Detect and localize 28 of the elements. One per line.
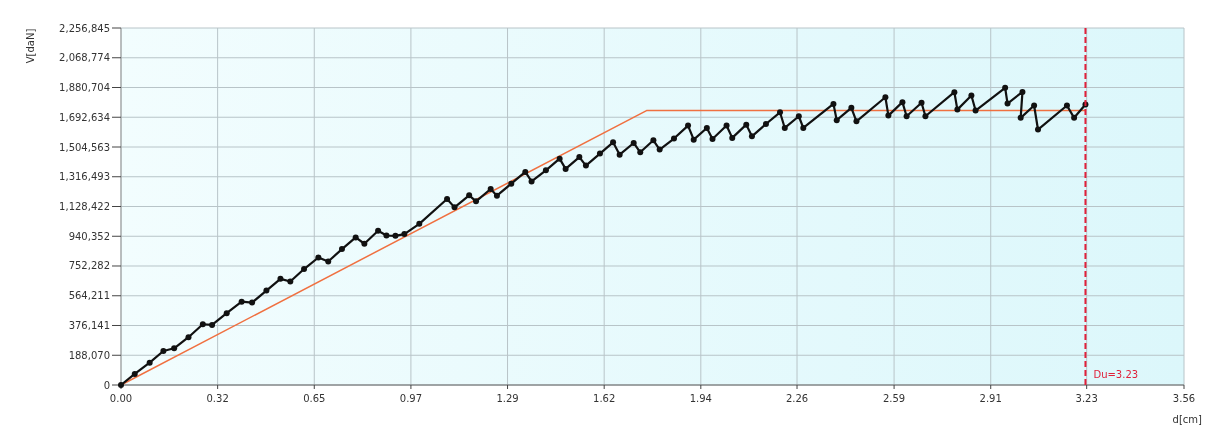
- y-tick-label: 1,128,422: [59, 201, 110, 212]
- y-tick-label: 0: [103, 379, 110, 391]
- x-tick-label: 0.32: [206, 393, 229, 404]
- y-tick-label: 940,352: [68, 230, 110, 242]
- x-tick-label: 3.23: [1075, 393, 1098, 404]
- x-axis-title: d[cm]: [1172, 414, 1203, 425]
- y-tick-label: 188,070: [68, 349, 110, 361]
- y-tick-label: 376,141: [68, 320, 110, 331]
- y-tick-label: 2,256,845: [59, 22, 110, 34]
- y-tick-label: 1,692,634: [59, 111, 110, 123]
- y-tick-label: 752,282: [68, 260, 110, 272]
- x-tick-label: 0.00: [109, 393, 133, 404]
- x-tick-label: 0.97: [399, 393, 423, 404]
- y-tick-label: 1,504,563: [59, 141, 110, 153]
- ref-line-label: Du=3.23: [1093, 369, 1139, 380]
- y-tick-label: 1,880,704: [59, 82, 110, 93]
- x-tick-label: 2.26: [785, 393, 809, 404]
- y-tick-label: 564,211: [68, 290, 110, 302]
- x-tick-label: 1.94: [689, 393, 712, 404]
- x-tick-label: 0.65: [303, 393, 326, 404]
- x-tick-label: 3.56: [1172, 393, 1196, 404]
- y-tick-label: 2,068,774: [59, 52, 110, 64]
- y-axis-title: V[daN]: [25, 28, 36, 64]
- x-tick-label: 1.62: [593, 393, 616, 404]
- x-tick-label: 2.91: [979, 393, 1002, 404]
- y-tick-label: 1,316,493: [59, 171, 110, 183]
- x-tick-label: 2.59: [882, 393, 906, 404]
- x-tick-label: 1.29: [496, 393, 519, 404]
